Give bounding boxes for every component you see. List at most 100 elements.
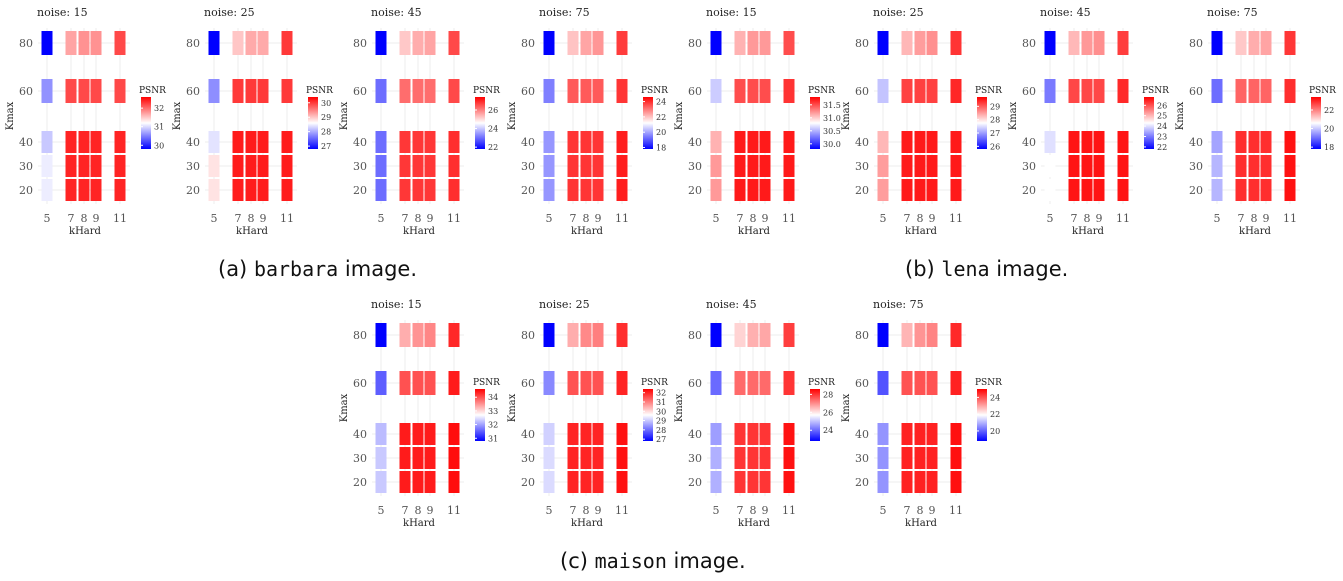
y-tick-label: 80	[521, 37, 535, 50]
heatmap-cell	[114, 31, 126, 55]
heatmap-cell	[901, 323, 913, 347]
heatmap-cell	[567, 471, 579, 493]
heatmap-cell	[1248, 131, 1260, 153]
caption-a: (a) barbara image.	[218, 257, 417, 281]
heatmap-cell	[65, 31, 77, 55]
heatmap-cell	[592, 323, 604, 347]
panel-title: noise: 45	[1040, 6, 1091, 19]
heatmap-cell	[208, 179, 220, 201]
heatmap-cell	[232, 179, 244, 201]
x-tick-label: 8	[415, 212, 422, 225]
heatmap-cell	[1284, 131, 1296, 153]
heatmap-cell	[375, 423, 387, 445]
y-tick-label: 20	[353, 476, 367, 489]
heatmap-cell	[232, 31, 244, 55]
legend-tick-label: 30.5	[823, 127, 841, 136]
heatmap-cell	[710, 155, 722, 177]
heatmap-cell	[926, 371, 938, 395]
y-tick-label: 60	[1189, 85, 1203, 98]
x-tick-label: 8	[248, 212, 255, 225]
x-tick-label: 7	[1071, 212, 1078, 225]
heatmap-cell	[950, 323, 962, 347]
x-tick-label: 11	[782, 504, 796, 517]
y-tick-label: 20	[1022, 184, 1036, 197]
heatmap-cell	[1248, 31, 1260, 55]
heatmap-cell	[1211, 31, 1223, 55]
legend-colorbar	[475, 389, 485, 441]
x-axis-label: kHard	[236, 226, 269, 237]
heatmap-cell	[78, 179, 90, 201]
heatmap-cell	[1260, 31, 1272, 55]
y-tick-label: 30	[1022, 160, 1036, 173]
heatmap-cell	[567, 155, 579, 177]
heatmap-cell	[567, 423, 579, 445]
heatmap-cell	[901, 131, 913, 153]
heatmap-cell	[734, 323, 746, 347]
heatmap-cell	[281, 31, 293, 55]
heatmap-cell	[914, 31, 926, 55]
legend-tick-label: 25	[1157, 112, 1167, 121]
heatmap-cell	[257, 79, 269, 103]
x-tick-label: 8	[1084, 212, 1091, 225]
heatmap-cell	[926, 179, 938, 201]
heatmap-cell	[710, 471, 722, 493]
heatmap-cell	[424, 155, 436, 177]
heatmap-cell	[412, 131, 424, 153]
heatmap-cell	[950, 179, 962, 201]
heatmap-cell	[1044, 79, 1056, 103]
heatmap-cell	[399, 447, 411, 469]
heatmap-cell	[114, 155, 126, 177]
heatmap-cell	[399, 323, 411, 347]
heatmap-cell	[747, 323, 759, 347]
y-tick-label: 30	[186, 160, 200, 173]
x-tick-label: 7	[570, 212, 577, 225]
heatmap-cell	[448, 155, 460, 177]
x-tick-label: 8	[917, 504, 924, 517]
heatmap-cell	[424, 79, 436, 103]
heatmap-cell	[1117, 179, 1129, 201]
legend-tick-label: 24	[656, 98, 666, 107]
heatmap-cell	[257, 155, 269, 177]
heatmap-cell	[208, 155, 220, 177]
legend-tick-label: 22	[488, 143, 498, 152]
legend-tick-label: 28	[656, 426, 666, 435]
heatmap-cell	[710, 31, 722, 55]
y-tick-label: 60	[688, 377, 702, 390]
y-tick-label: 60	[353, 377, 367, 390]
heatmap-cell	[759, 79, 771, 103]
heatmap-cell	[424, 471, 436, 493]
heatmap-cell	[448, 323, 460, 347]
y-tick-label: 20	[521, 476, 535, 489]
heatmap-cell	[783, 323, 795, 347]
heatmap-cell	[41, 31, 53, 55]
panel-title: noise: 15	[371, 298, 422, 311]
heatmap-cell	[375, 155, 387, 177]
heatmap-cell	[257, 179, 269, 201]
x-tick-label: 5	[378, 212, 385, 225]
heatmap-cell	[1081, 155, 1093, 177]
heatmap-cell	[580, 179, 592, 201]
heatmap-cell	[616, 131, 628, 153]
heatmap-cell	[901, 79, 913, 103]
panel-title: noise: 75	[873, 298, 924, 311]
legend-tick-label: 26	[488, 106, 498, 115]
heatmap-cell	[399, 79, 411, 103]
heatmap-cell	[567, 179, 579, 201]
heatmap-cell	[399, 131, 411, 153]
heatmap-panel-9: noise: 25 Kmax 20 30 40 60 80 5 7 8 9 11 kHard PSNR32…	[507, 298, 668, 529]
y-axis-label: Kmax	[5, 101, 16, 130]
legend-tick-label: 22	[1157, 143, 1167, 152]
legend-tick-label: 22	[1324, 106, 1334, 115]
heatmap-cell	[1235, 155, 1247, 177]
heatmap-cell	[734, 155, 746, 177]
heatmap-cell	[734, 79, 746, 103]
heatmap-cell	[412, 155, 424, 177]
heatmap-cell	[208, 79, 220, 103]
heatmap-cell	[783, 155, 795, 177]
y-tick-label: 40	[1189, 136, 1203, 149]
heatmap-panel-8: noise: 15 Kmax 20 30 40 60 80 5 7 8 9 11 kHard PSNR 34…	[339, 298, 500, 529]
x-tick-label: 7	[1238, 212, 1245, 225]
heatmap-cell	[1044, 131, 1056, 153]
legend-tick-label: 31	[154, 123, 164, 132]
legend-title: PSNR	[1142, 86, 1169, 96]
